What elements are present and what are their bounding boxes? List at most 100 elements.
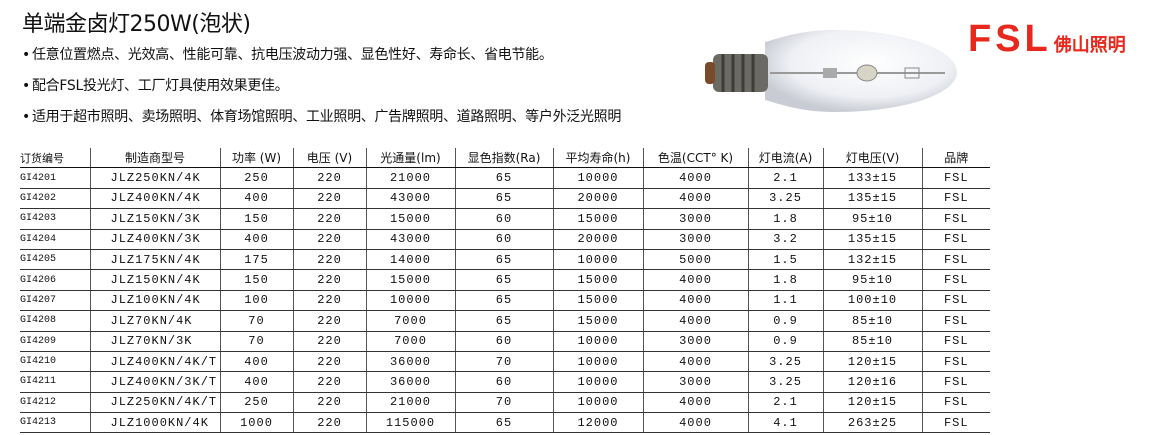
table-cell: 220 [293, 229, 367, 250]
table-cell: 3000 [643, 208, 749, 230]
column-header: 电压 (V) [293, 148, 367, 169]
table-cell: 220 [293, 331, 367, 352]
column-header: 品牌 [922, 148, 990, 169]
table-cell: 220 [293, 167, 367, 189]
table-cell: 220 [293, 392, 367, 414]
table-cell: 220 [293, 351, 367, 373]
table-cell: JLZ100KN/4K [90, 290, 221, 312]
table-cell: GI4204 [20, 229, 91, 250]
table-cell: JLZ400KN/4K [90, 188, 221, 210]
table-cell: FSL [922, 351, 990, 373]
column-header: 显色指数(Ra) [455, 148, 554, 169]
table-cell: 70 [455, 392, 554, 414]
table-cell: 12000 [553, 412, 644, 434]
table-cell: 60 [455, 371, 554, 393]
table-cell: 400 [220, 351, 294, 373]
table-cell: GI4201 [20, 167, 91, 189]
table-cell: 65 [455, 310, 554, 332]
table-cell: GI4210 [20, 351, 91, 373]
table-cell: 220 [293, 208, 367, 230]
feature-bullet: 配合FSL投光灯、工厂灯具使用效果更佳。 [22, 75, 289, 95]
table-cell: 36000 [366, 351, 456, 373]
table-cell: 115000 [366, 412, 456, 434]
table-cell: 4000 [643, 392, 749, 414]
table-cell: JLZ400KN/3K/T [90, 371, 221, 393]
logo-brand: FSL [968, 18, 1052, 60]
table-cell: 15000 [553, 290, 644, 312]
table-cell: 175 [220, 249, 294, 271]
table-cell: 10000 [553, 392, 644, 414]
table-cell: 36000 [366, 371, 456, 393]
column-header: 功率 (W) [220, 148, 294, 169]
table-cell: 20000 [553, 229, 644, 250]
table-row: GI4210 JLZ400KN/4K/T 400 220 36000 70 10000 400… [20, 351, 990, 373]
table-cell: 70 [455, 351, 554, 373]
table-cell: GI4208 [20, 310, 91, 332]
table-cell: 0.9 [748, 310, 824, 332]
table-cell: FSL [922, 229, 990, 250]
table-cell: 3.25 [748, 351, 824, 373]
feature-bullet: 适用于超市照明、卖场照明、体育场馆照明、工业照明、广告牌照明、道路照明、等户外泛… [22, 106, 621, 126]
table-cell: 4000 [643, 412, 749, 434]
column-header: 灯电流(A) [748, 148, 824, 169]
column-header: 色温(CCT° K) [643, 148, 749, 169]
table-row: GI4209 JLZ70KN/3K 70 220 7000 60 10000 3000 0.9 8… [20, 331, 990, 352]
table-cell: 4.1 [748, 412, 824, 434]
table-cell: 60 [455, 331, 554, 352]
table-cell: 95±10 [823, 208, 923, 230]
page-title: 单端金卤灯250W(泡状) [22, 12, 251, 37]
table-row: GI4208 JLZ70KN/4K 70 220 7000 65 15000 4000 0.9 8… [20, 310, 990, 332]
table-cell: 15000 [366, 208, 456, 230]
table-cell: 0.9 [748, 331, 824, 352]
table-cell: 65 [455, 290, 554, 312]
table-cell: 132±15 [823, 249, 923, 271]
table-cell: 135±15 [823, 229, 923, 250]
table-cell: FSL [922, 331, 990, 352]
table-cell: GI4209 [20, 331, 91, 352]
table-cell: 4000 [643, 351, 749, 373]
table-cell: 4000 [643, 290, 749, 312]
table-cell: 263±25 [823, 412, 923, 434]
table-cell: 7000 [366, 331, 456, 352]
table-cell: 60 [455, 208, 554, 230]
table-cell: FSL [922, 208, 990, 230]
table-cell: FSL [922, 249, 990, 271]
table-cell: FSL [922, 269, 990, 291]
table-cell: 65 [455, 412, 554, 434]
table-row: GI4207 JLZ100KN/4K 100 220 10000 65 15000 4000 1… [20, 290, 990, 312]
spec-table: 订货编号 制造商型号 功率 (W) 电压 (V) 光通量(lm) 显色指数(Ra) 平均寿命… [20, 148, 990, 434]
table-row: GI4206 JLZ150KN/4K 150 220 15000 65 15000 4000 1… [20, 269, 990, 291]
table-cell: 220 [293, 249, 367, 271]
table-cell: 10000 [553, 371, 644, 393]
table-row: GI4213 JLZ1000KN/4K 1000 220 115000 65 12000 40… [20, 412, 990, 434]
table-cell: 4000 [643, 188, 749, 210]
table-row: GI4203 JLZ150KN/3K 150 220 15000 60 15000 3000 1… [20, 208, 990, 230]
table-row: GI4205 JLZ175KN/4K 175 220 14000 65 10000 5000 1… [20, 249, 990, 271]
table-row: GI4204 JLZ400KN/3K 400 220 43000 60 20000 3000 3… [20, 229, 990, 250]
table-cell: 220 [293, 310, 367, 332]
logo-company-name: 佛山照明 [1053, 35, 1126, 56]
table-cell: 400 [220, 188, 294, 210]
column-header: 订货编号 [20, 148, 91, 169]
table-cell: 150 [220, 269, 294, 291]
table-cell: GI4203 [20, 208, 91, 230]
table-cell: 10000 [553, 249, 644, 271]
table-cell: GI4211 [20, 371, 91, 393]
table-cell: 220 [293, 269, 367, 291]
table-cell: 220 [293, 371, 367, 393]
table-cell: 2.1 [748, 167, 824, 189]
table-cell: FSL [922, 290, 990, 312]
table-cell: 21000 [366, 167, 456, 189]
table-cell: 133±15 [823, 167, 923, 189]
table-cell: FSL [922, 392, 990, 414]
column-header: 平均寿命(h) [553, 148, 644, 169]
table-row: GI4212 JLZ250KN/4K/T 250 220 21000 70 10000 400… [20, 392, 990, 414]
column-header: 制造商型号 [90, 148, 221, 169]
table-cell: 85±10 [823, 331, 923, 352]
table-cell: FSL [922, 371, 990, 393]
table-cell: 4000 [643, 310, 749, 332]
brand-logo: FSL 佛山照明 [968, 18, 1126, 61]
table-cell: 250 [220, 167, 294, 189]
column-header: 光通量(lm) [366, 148, 456, 169]
table-cell: 120±15 [823, 392, 923, 414]
